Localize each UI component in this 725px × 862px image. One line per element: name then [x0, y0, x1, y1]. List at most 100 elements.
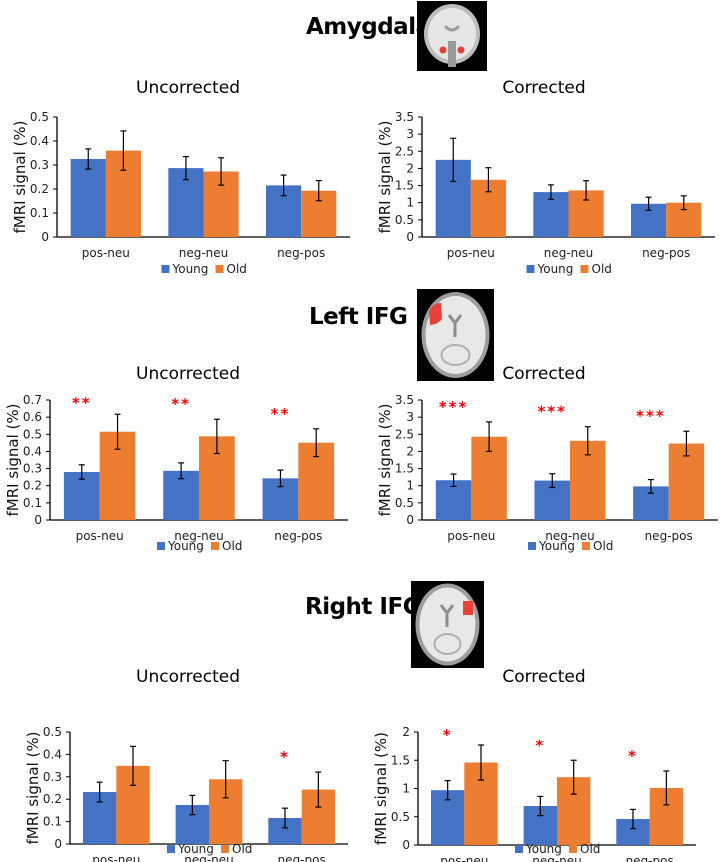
y-tick-label: 0.4	[30, 134, 49, 148]
y-tick-label: 0	[406, 513, 414, 527]
y-tick-label: 0	[34, 513, 42, 527]
legend-swatch-old	[215, 265, 224, 273]
legend-swatch-young	[528, 542, 536, 550]
bar-young-pos-neu	[63, 472, 100, 520]
x-tick-label: neg-pos	[277, 246, 325, 260]
legend-label-young: Young	[167, 539, 204, 553]
y-tick-label: 0.4	[23, 444, 42, 458]
y-tick-label: 0	[41, 230, 49, 244]
legend-label-young: Young	[537, 262, 574, 276]
y-tick-label: 0.4	[43, 747, 62, 761]
y-tick-label: 0.1	[30, 206, 49, 220]
y-tick-label: 0.5	[391, 810, 410, 824]
y-tick-label: 1	[402, 782, 410, 796]
y-tick-label: 0	[406, 230, 414, 244]
y-tick-label: 0.5	[395, 213, 414, 227]
x-tick-label: neg-neu	[545, 529, 595, 543]
y-axis-label: fMRI signal (%)	[24, 732, 42, 845]
right-ifg-brain-image	[411, 581, 484, 668]
y-tick-label: 3	[406, 410, 414, 424]
right-ifg-highlight	[463, 601, 473, 615]
y-axis-label: fMRI signal (%)	[11, 121, 29, 234]
y-tick-label: 1.5	[391, 753, 410, 767]
y-tick-label: 1.5	[395, 179, 414, 193]
y-tick-label: 0.3	[43, 770, 62, 784]
chart-title-amygdala-uncorrected: Uncorrected	[136, 78, 240, 98]
y-tick-label: 1	[406, 196, 414, 210]
chart-title-amygdala-corrected: Corrected	[502, 78, 586, 98]
x-tick-label: neg-neu	[179, 246, 229, 260]
y-tick-label: 3.5	[395, 110, 414, 124]
region-title-right-ifg: Right IFG	[305, 594, 422, 620]
y-tick-label: 2.5	[395, 427, 414, 441]
legend-swatch-old	[582, 542, 590, 550]
y-tick-label: 1.5	[395, 462, 414, 476]
x-tick-label: pos-neu	[76, 529, 124, 543]
y-tick-label: 0	[402, 838, 410, 852]
x-tick-label: neg-neu	[174, 529, 224, 543]
significance-stars: **	[171, 395, 191, 413]
x-tick-label: neg-neu	[544, 246, 594, 260]
y-tick-label: 0.7	[23, 393, 42, 407]
legend-label-young: Young	[172, 262, 209, 276]
chart-title-left-ifg-corrected: Corrected	[502, 364, 586, 384]
x-tick-label: neg-neu	[184, 853, 234, 862]
x-tick-label: pos-neu	[447, 246, 495, 260]
y-tick-label: 0	[54, 837, 62, 851]
y-axis-label: fMRI signal (%)	[376, 121, 394, 234]
y-tick-label: 2	[406, 161, 414, 175]
legend-swatch-young	[167, 845, 175, 853]
y-tick-label: 0.5	[23, 427, 42, 441]
significance-stars: **	[72, 394, 92, 412]
y-tick-label: 0.2	[23, 479, 42, 493]
legend-swatch-old	[211, 542, 219, 550]
legend-label-young: Young	[177, 842, 214, 856]
legend-label-old: Old	[580, 842, 600, 856]
significance-stars: ***	[439, 398, 469, 416]
region-title-amygdala: Amygdala	[306, 14, 431, 40]
legend-swatch-old	[221, 845, 229, 853]
y-tick-label: 0.2	[43, 792, 62, 806]
y-tick-label: 0.2	[30, 182, 49, 196]
x-tick-label: neg-pos	[642, 246, 690, 260]
chart-title-left-ifg-uncorrected: Uncorrected	[136, 364, 240, 384]
significance-stars: **	[271, 405, 291, 423]
y-tick-label: 3.5	[395, 393, 414, 407]
y-tick-label: 0.1	[43, 815, 62, 829]
legend-swatch-young	[157, 542, 165, 550]
left-ifg-highlight	[429, 303, 442, 325]
y-tick-label: 3	[406, 127, 414, 141]
significance-stars: *	[280, 748, 290, 766]
chart-title-right-ifg-corrected: Corrected	[502, 667, 586, 687]
significance-stars: *	[443, 726, 453, 744]
legend-label-young: Young	[538, 539, 575, 553]
legend-label-young: Young	[525, 842, 562, 856]
chart-title-right-ifg-uncorrected: Uncorrected	[136, 667, 240, 687]
x-tick-label: neg-pos	[645, 529, 693, 543]
x-tick-label: neg-pos	[278, 853, 326, 862]
amygdala-brain-image	[417, 1, 487, 71]
x-tick-label: pos-neu	[82, 246, 130, 260]
amygdala-left-highlight	[439, 46, 447, 54]
legend-label-old: Old	[592, 262, 612, 276]
region-title-left-ifg: Left IFG	[309, 304, 408, 330]
significance-stars: *	[535, 736, 545, 754]
y-tick-label: 0.1	[23, 496, 42, 510]
y-tick-label: 2.5	[395, 144, 414, 158]
legend-swatch-old	[580, 265, 589, 273]
y-axis-label: fMRI signal (%)	[372, 732, 390, 845]
x-tick-label: pos-neu	[447, 529, 495, 543]
y-tick-label: 2	[406, 444, 414, 458]
y-tick-label: 0.6	[23, 410, 42, 424]
legend-swatch-young	[515, 845, 523, 853]
legend-label-old: Old	[222, 539, 242, 553]
y-tick-label: 0.3	[23, 462, 42, 476]
legend-label-old: Old	[232, 842, 252, 856]
y-axis-label: fMRI signal (%)	[376, 404, 394, 517]
y-tick-label: 0.5	[43, 725, 62, 739]
